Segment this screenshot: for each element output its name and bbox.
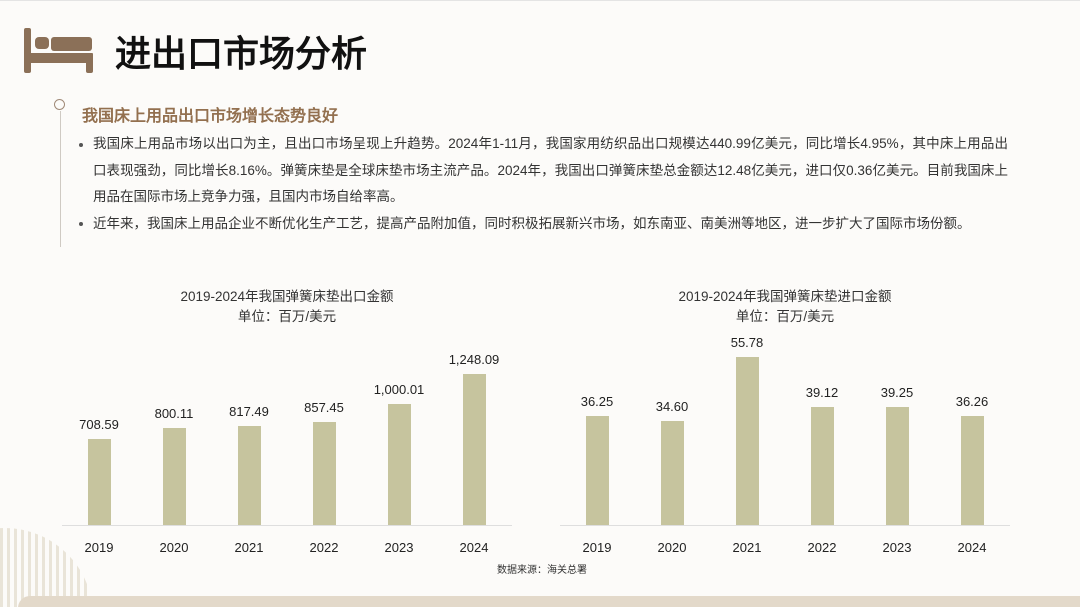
- import-chart-tick-label-2023: 2023: [882, 540, 912, 555]
- export-chart-tick-label-2021: 2021: [234, 540, 264, 555]
- export-chart-bar-2022: [312, 421, 336, 525]
- section-divider-line: [59, 111, 61, 247]
- bed-icon: [24, 28, 93, 73]
- import-chart-value-label-2019: 36.25: [580, 393, 614, 409]
- export-chart-value-label-2022: 857.45: [304, 399, 344, 415]
- import-chart-bar-2024: [960, 415, 984, 525]
- export-chart-value-label-2019: 708.59: [79, 417, 119, 433]
- import-chart-tick-label-2022: 2022: [807, 540, 837, 555]
- import-chart-bar-2021: [735, 356, 759, 525]
- import-chart-tick-label-2020: 2020: [657, 540, 687, 555]
- export-chart-tick-label-2024: 2024: [459, 540, 489, 555]
- bullet-item: 近年来，我国床上用品企业不断优化生产工艺，提高产品附加值，同时积极拓展新兴市场，…: [78, 211, 1008, 238]
- export-chart-value-label-2024: 1,248.09: [448, 352, 500, 368]
- export-chart-bar-2023: [387, 404, 411, 525]
- export-chart-bar-2020: [162, 428, 186, 525]
- page-title: 进出口市场分析: [115, 33, 368, 74]
- bullet-text: 我国床上用品市场以出口为主，且出口市场呈现上升趋势。2024年1-11月，我国家…: [93, 136, 1008, 204]
- export-chart-value-label-2021: 817.49: [229, 404, 269, 420]
- export-chart-tick-label-2020: 2020: [159, 540, 189, 555]
- import-chart-tick-label-2019: 2019: [582, 540, 612, 555]
- export-chart-bar-2024: [462, 374, 486, 525]
- section-marker: [54, 99, 65, 110]
- bullet-text: 近年来，我国床上用品企业不断优化生产工艺，提高产品附加值，同时积极拓展新兴市场，…: [93, 215, 971, 231]
- import-chart-bar-2022: [810, 406, 834, 525]
- export-chart: 2019-2024年我国弹簧床垫出口金额 单位：百万/美元 708.59 2019…: [62, 281, 512, 571]
- bullet-item: 我国床上用品市场以出口为主，且出口市场呈现上升趋势。2024年1-11月，我国家…: [78, 131, 1008, 211]
- bullet-dot: [79, 222, 83, 226]
- import-chart-value-label-2022: 39.12: [805, 384, 839, 400]
- stripe-decoration: [0, 528, 93, 607]
- x-axis-line: [560, 525, 1010, 526]
- section-heading: 我国床上用品出口市场增长态势良好: [82, 108, 339, 125]
- x-axis-line: [62, 525, 512, 526]
- export-chart-tick-label-2022: 2022: [309, 540, 339, 555]
- import-chart-value-label-2021: 55.78: [730, 334, 764, 350]
- import-chart-value-label-2023: 39.25: [880, 384, 914, 400]
- bullet-list: 我国床上用品市场以出口为主，且出口市场呈现上升趋势。2024年1-11月，我国家…: [78, 131, 1008, 237]
- export-chart-bar-2021: [237, 426, 261, 525]
- chart-unit: 单位：百万/美元: [237, 309, 337, 324]
- import-chart-bar-2020: [660, 420, 684, 525]
- import-chart-tick-label-2024: 2024: [957, 540, 987, 555]
- chart-unit: 单位：百万/美元: [735, 309, 835, 324]
- import-chart-bar-2023: [885, 406, 909, 525]
- import-chart-value-label-2024: 36.26: [955, 393, 989, 409]
- chart-title: 2019-2024年我国弹簧床垫出口金额: [180, 289, 394, 304]
- export-chart-value-label-2023: 1,000.01: [373, 382, 425, 398]
- import-chart: 2019-2024年我国弹簧床垫进口金额 单位：百万/美元 36.25 2019 3…: [560, 281, 1010, 571]
- export-chart-bar-2019: [87, 439, 111, 525]
- chart-title: 2019-2024年我国弹簧床垫进口金额: [678, 289, 892, 304]
- bullet-dot: [79, 142, 83, 147]
- import-chart-tick-label-2021: 2021: [732, 540, 762, 555]
- export-chart-value-label-2020: 800.11: [154, 406, 194, 422]
- data-source: 数据来源：海关总署: [497, 565, 587, 576]
- bottom-band: [18, 596, 1080, 607]
- import-chart-value-label-2020: 34.60: [655, 398, 689, 414]
- export-chart-tick-label-2023: 2023: [384, 540, 414, 555]
- import-chart-bar-2019: [585, 415, 609, 525]
- export-chart-tick-label-2019: 2019: [84, 540, 114, 555]
